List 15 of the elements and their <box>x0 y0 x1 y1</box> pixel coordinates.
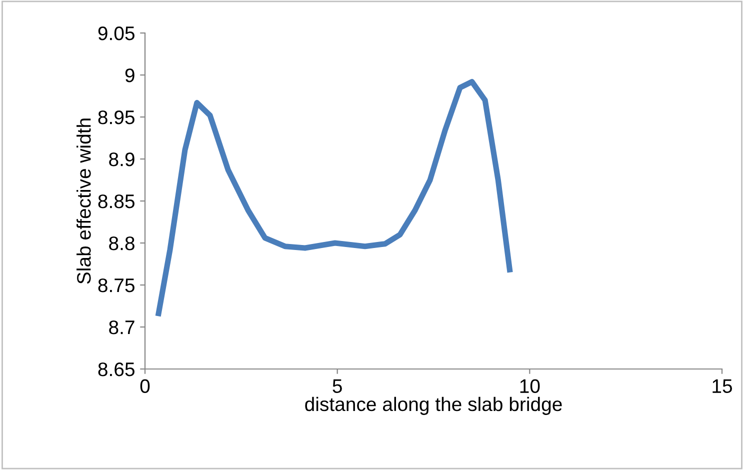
y-tick-label: 8.7 <box>109 320 134 334</box>
y-tick-label: 8.8 <box>109 236 134 250</box>
x-axis-title: distance along the slab bridge <box>305 396 562 415</box>
y-tick-label: 8.85 <box>98 194 134 208</box>
x-tick-label: 0 <box>140 379 150 394</box>
x-tick-label: 15 <box>712 379 732 394</box>
y-tick-label: 8.75 <box>98 278 134 292</box>
y-tick-label: 9.05 <box>98 26 134 40</box>
y-tick-label: 8.65 <box>98 362 134 376</box>
x-tick-label: 10 <box>520 379 540 394</box>
x-tick-label: 5 <box>332 379 342 394</box>
y-tick-label: 8.9 <box>109 152 134 166</box>
y-tick-label: 8.95 <box>98 110 134 124</box>
y-axis-title: Slab effective width <box>76 118 91 284</box>
y-tick-label: 9 <box>125 68 134 82</box>
